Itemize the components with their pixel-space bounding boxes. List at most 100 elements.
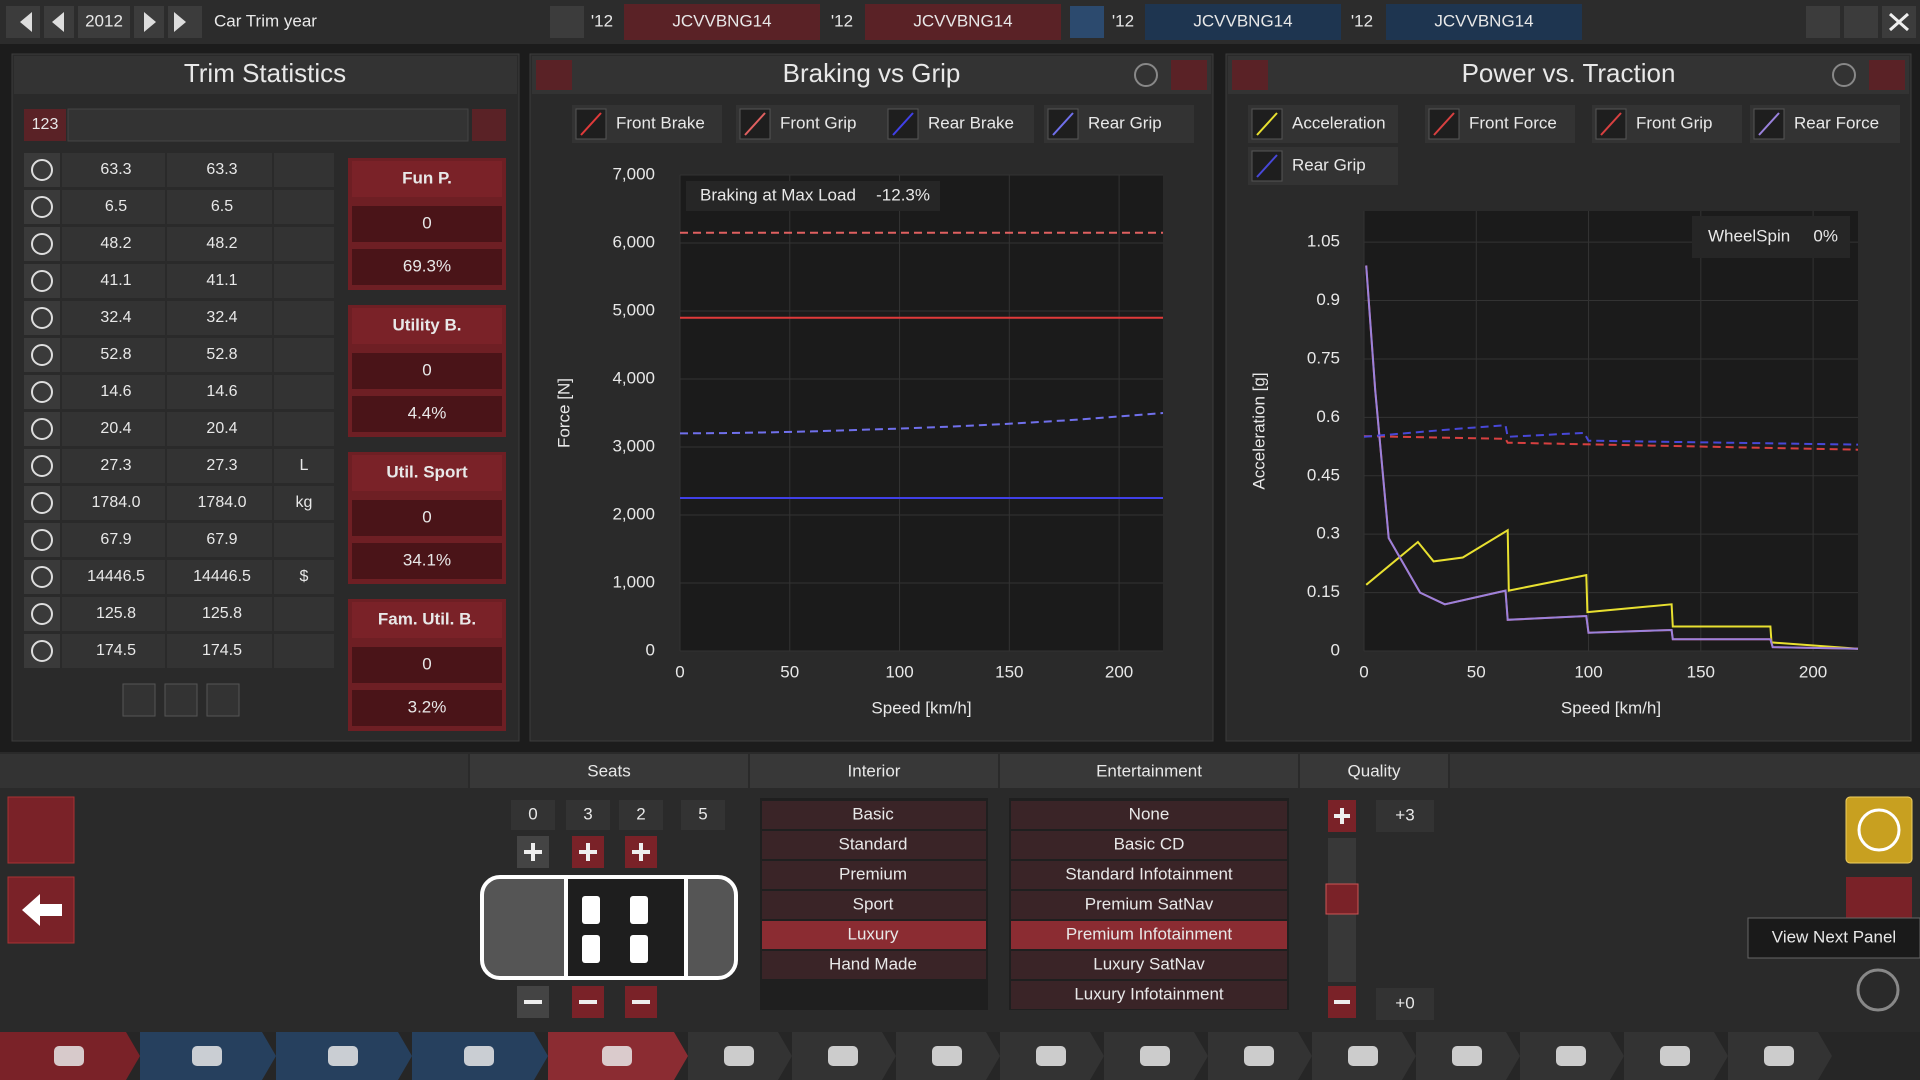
panel-title: Trim Statistics <box>184 58 346 88</box>
option-row[interactable] <box>1011 981 1287 1009</box>
option-label[interactable]: Basic <box>852 804 894 823</box>
calc-button[interactable] <box>1844 6 1878 38</box>
option-label[interactable]: Hand Made <box>829 954 917 973</box>
score-value-box <box>352 206 502 242</box>
option-row[interactable] <box>1011 801 1287 829</box>
icon <box>174 12 186 32</box>
legend-swatch <box>744 112 766 136</box>
panel-header <box>532 56 1211 94</box>
stat-cell <box>274 338 334 372</box>
stat-cell <box>167 449 272 483</box>
option-label[interactable]: Premium Infotainment <box>1066 924 1233 943</box>
y-tick-label: 1.05 <box>1307 232 1340 251</box>
option-row[interactable] <box>1011 921 1287 949</box>
option-label[interactable]: None <box>1129 804 1170 823</box>
nav-icon <box>1452 1046 1482 1066</box>
stat-icon-cell <box>24 190 60 224</box>
compare-box[interactable] <box>1145 4 1341 40</box>
y-tick-label: 1,000 <box>612 572 655 591</box>
plot-area <box>1364 211 1858 651</box>
option-row[interactable] <box>762 861 986 889</box>
legend-label: Front Grip <box>780 113 857 132</box>
icon <box>20 12 32 32</box>
option-label[interactable]: Premium <box>839 864 907 883</box>
compare-code: JCVVBNG14 <box>1193 11 1292 30</box>
help-button[interactable] <box>1832 63 1856 87</box>
prev-chart-button[interactable] <box>1232 60 1268 90</box>
y-tick-label: 0.15 <box>1307 582 1340 601</box>
stat-cell <box>274 375 334 409</box>
option-row[interactable] <box>1011 831 1287 859</box>
legend-label: Rear Force <box>1794 113 1879 132</box>
option-row[interactable] <box>1011 951 1287 979</box>
option-row[interactable] <box>1011 861 1287 889</box>
stats-action-button[interactable] <box>206 683 240 717</box>
chart-view-button[interactable] <box>7 796 75 864</box>
warning-button[interactable] <box>1845 796 1913 864</box>
option-label[interactable]: Premium SatNav <box>1085 894 1214 913</box>
option-label[interactable]: Sport <box>853 894 894 913</box>
stats-action-button[interactable] <box>164 683 198 717</box>
option-row[interactable] <box>1011 891 1287 919</box>
stat-value: 41.1 <box>100 272 131 289</box>
option-label[interactable]: Luxury <box>847 924 899 943</box>
stats-action-button[interactable] <box>122 683 156 717</box>
stat-icon-cell <box>24 338 60 372</box>
stat-cell <box>274 227 334 261</box>
plot-area <box>680 175 1163 651</box>
stat-icon-cell <box>24 634 60 668</box>
compare-code: JCVVBNG14 <box>1434 11 1533 30</box>
stat-icon <box>31 233 53 255</box>
stat-cell <box>62 264 165 298</box>
stat-icon-cell <box>24 486 60 520</box>
next-panel-button[interactable] <box>1846 877 1912 921</box>
help-button[interactable] <box>1134 63 1158 87</box>
camera-button[interactable] <box>1806 6 1840 38</box>
nav-icon <box>602 1046 632 1066</box>
nav-icon <box>828 1046 858 1066</box>
option-label[interactable]: Standard Infotainment <box>1065 864 1233 883</box>
option-label[interactable]: Basic CD <box>1114 834 1185 853</box>
option-row[interactable] <box>762 801 986 829</box>
option-row[interactable] <box>762 891 986 919</box>
engine-icon-button[interactable] <box>1070 6 1104 38</box>
stat-cell <box>274 301 334 335</box>
score-percent-box <box>352 690 502 726</box>
plus-icon <box>1334 808 1350 824</box>
stat-cell <box>62 449 165 483</box>
compare-box[interactable] <box>624 4 820 40</box>
back-button[interactable] <box>7 876 75 944</box>
column-title: Seats <box>587 761 630 780</box>
next-chart-button[interactable] <box>1869 60 1905 90</box>
option-label[interactable]: Luxury SatNav <box>1093 954 1205 973</box>
series-line <box>1363 424 1859 446</box>
legend-swatch <box>892 112 914 136</box>
quality-handle[interactable] <box>1325 883 1359 915</box>
folder-button[interactable] <box>472 109 506 141</box>
stat-cell <box>62 301 165 335</box>
legend-swatch <box>1758 112 1780 136</box>
option-label[interactable]: Luxury Infotainment <box>1074 984 1224 1003</box>
prev-chart-button[interactable] <box>536 60 572 90</box>
compare-box[interactable] <box>865 4 1061 40</box>
seat-count: 0 <box>528 804 537 823</box>
close-icon <box>1889 12 1909 32</box>
score-percent: 3.2% <box>408 697 447 716</box>
next-chart-button[interactable] <box>1171 60 1207 90</box>
compare-box[interactable] <box>1386 4 1582 40</box>
stat-icon-cell <box>24 301 60 335</box>
score-value-box <box>352 500 502 536</box>
name-input[interactable] <box>67 108 469 142</box>
column-title: Interior <box>848 761 901 780</box>
help-button[interactable] <box>1856 968 1900 1012</box>
year-label: 2012 <box>85 11 123 30</box>
option-row[interactable] <box>762 921 986 949</box>
car-icon-button[interactable] <box>550 6 584 38</box>
stat-value: 20.4 <box>100 420 131 437</box>
option-row[interactable] <box>762 831 986 859</box>
compare-year: '12 <box>591 11 613 30</box>
option-row[interactable] <box>762 951 986 979</box>
column-title: Entertainment <box>1096 761 1202 780</box>
stat-cell <box>274 264 334 298</box>
option-label[interactable]: Standard <box>839 834 908 853</box>
